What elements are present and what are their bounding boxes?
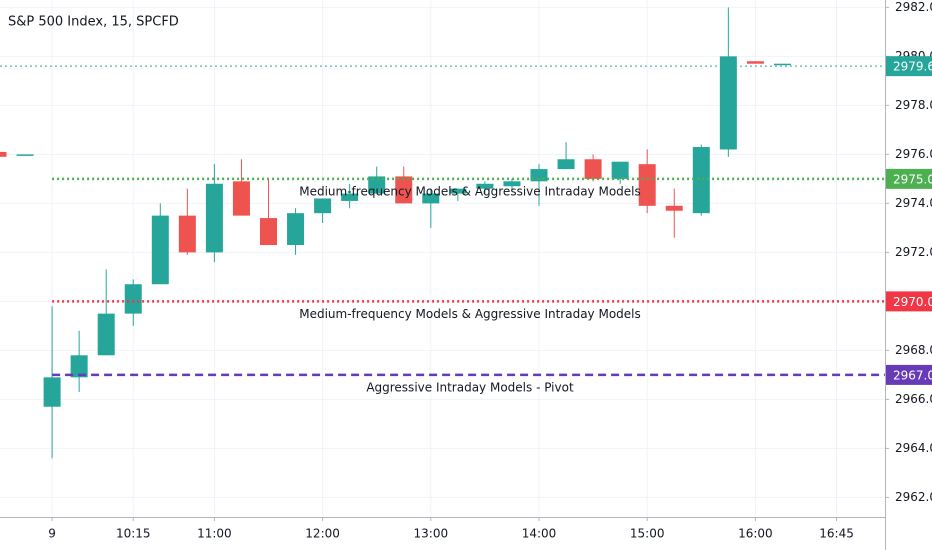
price-badge-label: 2970.0 xyxy=(893,295,932,309)
candle-body xyxy=(584,159,602,179)
chart-title: S&P 500 Index, 15, SPCFD xyxy=(8,15,179,30)
candle-body xyxy=(503,181,521,187)
level-label: Aggressive Intraday Models - Pivot xyxy=(366,380,574,394)
candle-body xyxy=(422,193,440,204)
candle-body xyxy=(178,215,196,253)
x-tick-label: 16:45 xyxy=(819,527,854,541)
x-tick-label: 9 xyxy=(48,527,56,541)
x-tick-label: 11:00 xyxy=(197,527,232,541)
level-label: Medium-frequency Models & Aggressive Int… xyxy=(299,184,641,198)
candle-body xyxy=(449,188,467,194)
y-tick-label: 2968.0 xyxy=(895,343,932,357)
y-tick-label: 2974.0 xyxy=(895,196,932,210)
candle-body xyxy=(665,205,683,211)
candle-body xyxy=(692,147,710,214)
price-badge xyxy=(886,168,932,189)
candle-body xyxy=(557,159,575,170)
x-tick-label: 14:00 xyxy=(522,527,557,541)
x-tick-label: 15:00 xyxy=(630,527,665,541)
x-tick-label: 10:15 xyxy=(116,527,151,541)
candle-body xyxy=(368,176,386,194)
candle-body xyxy=(43,377,61,407)
candle-body xyxy=(719,56,737,150)
y-tick-label: 2962.0 xyxy=(895,490,932,504)
x-tick-label: 13:00 xyxy=(414,527,449,541)
price-badge-label: 2979.6 xyxy=(893,60,932,74)
price-badge xyxy=(886,56,932,77)
y-tick-label: 2978.0 xyxy=(895,98,932,112)
candle-body xyxy=(260,218,277,246)
candle-body xyxy=(287,213,305,246)
candle-body xyxy=(638,164,656,206)
candle-body xyxy=(395,176,413,204)
candle-body xyxy=(232,181,250,216)
plot xyxy=(0,7,885,459)
y-tick-label: 2966.0 xyxy=(895,392,932,406)
candle-body xyxy=(205,183,223,253)
price-badge-label: 2967.0 xyxy=(893,368,932,382)
price-badge xyxy=(886,364,932,385)
y-tick-label: 2976.0 xyxy=(895,147,932,161)
candle-body xyxy=(773,63,791,66)
y-tick-label: 2964.0 xyxy=(895,441,932,455)
price-badge-label: 2975.0 xyxy=(893,172,932,186)
candle-body xyxy=(97,313,115,356)
candle-body xyxy=(124,284,142,314)
candle-body xyxy=(16,154,34,156)
x-tick-label: 12:00 xyxy=(305,527,340,541)
x-tick-label: 16:00 xyxy=(738,527,773,541)
y-tick-label: 2982.0 xyxy=(895,0,932,14)
candle-body xyxy=(746,61,764,64)
candle-body xyxy=(70,355,88,378)
candle-body xyxy=(476,183,494,189)
candle-body xyxy=(611,161,629,179)
candle-body xyxy=(341,193,359,201)
y-tick-label: 2972.0 xyxy=(895,245,932,259)
candle-body xyxy=(0,151,7,157)
candle-body xyxy=(314,198,332,214)
level-label: Medium-frequency Models & Aggressive Int… xyxy=(299,307,641,321)
candle-body xyxy=(151,215,169,285)
price-badge xyxy=(886,291,932,312)
